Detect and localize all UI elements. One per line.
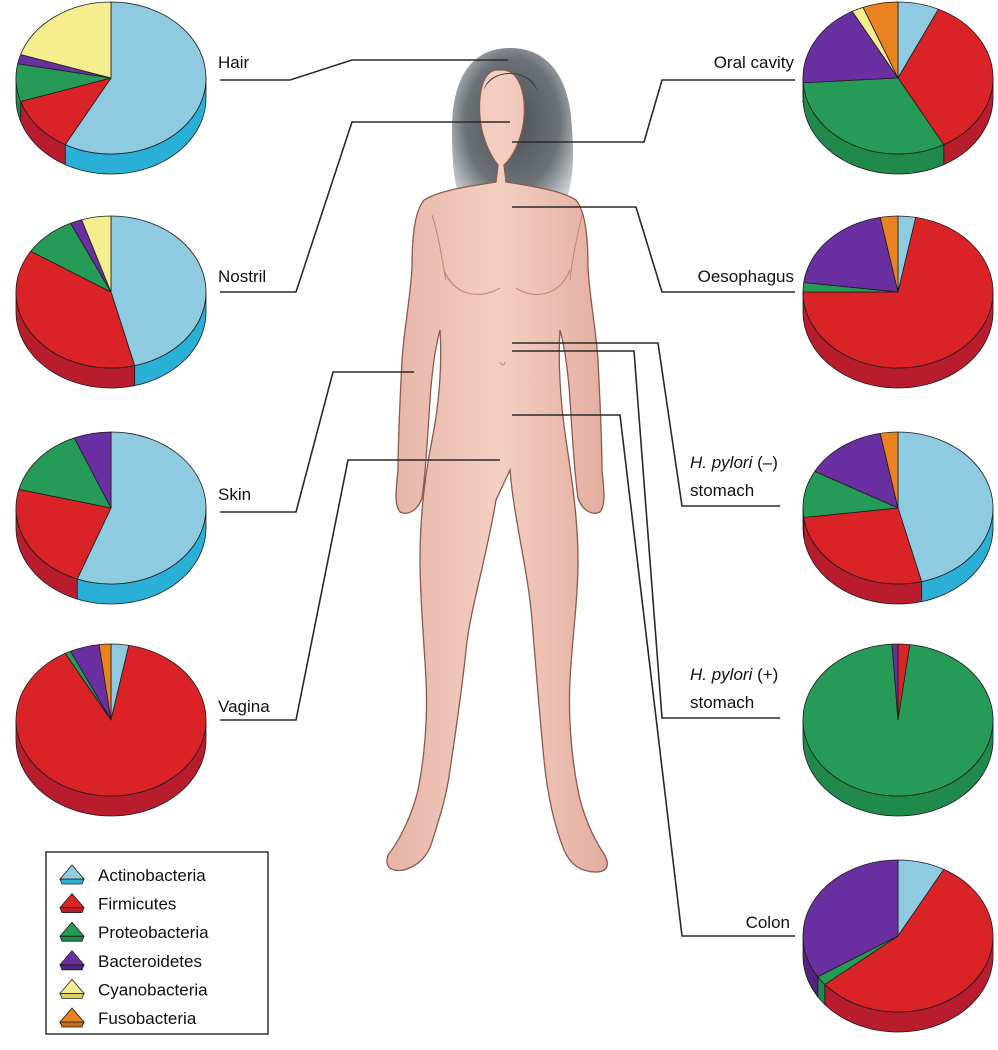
pie-slice-firmicutes (15, 488, 112, 580)
pie-slice-actinobacteria (64, 1, 207, 155)
leader-oral-cavity (512, 79, 795, 143)
pie-slice-fusobacteria (879, 431, 899, 509)
pie-slice-actinobacteria (76, 431, 207, 585)
label-hp-pos-stomach: stomach (690, 693, 754, 712)
label-hp-pos: H. pylori (+) (690, 665, 778, 684)
pie-slice-fusobacteria (862, 1, 899, 79)
leader-hair (220, 59, 508, 81)
pie-slice-bacteroidetes (814, 432, 899, 509)
label-hp-neg: H. pylori (–) (690, 453, 778, 472)
leader-vagina (220, 459, 500, 721)
legend-swatch-icon (59, 950, 85, 971)
pie-hp-pos-stomach (802, 643, 994, 817)
pie-slice-firmicutes (15, 644, 207, 797)
label-hp-pos-status: (+) (752, 665, 778, 684)
pie-slice-bacteroidetes (802, 11, 899, 84)
legend-swatch-icon (59, 1007, 85, 1028)
legend-label-fusobacteria: Fusobacteria (98, 1009, 197, 1028)
pie-slice-cyanobacteria (81, 215, 112, 293)
label-hp-neg-species: H. pylori (690, 453, 754, 472)
legend-items: Actinobacteria Firmicutes Proteobacteria Ba… (59, 864, 209, 1028)
pie-hair (15, 1, 207, 175)
legend-swatch-icon (59, 892, 85, 913)
label-hp-neg-stomach: stomach (690, 481, 754, 500)
pie-skin (15, 431, 207, 605)
pie-slice-proteobacteria (18, 437, 112, 509)
human-figure (386, 48, 608, 873)
pie-slice-firmicutes (897, 8, 994, 145)
pie-slice-actinobacteria (897, 431, 994, 583)
pie-charts (15, 1, 994, 1033)
label-skin: Skin (218, 485, 251, 504)
pie-slice-actinobacteria (110, 215, 207, 367)
legend-label-firmicutes: Firmicutes (98, 895, 176, 914)
label-hair: Hair (218, 53, 250, 72)
pie-slice-firmicutes (802, 216, 994, 369)
legend-label-cyanobacteria: Cyanobacteria (98, 980, 208, 999)
pie-colon (802, 859, 994, 1033)
pie-slice-bacteroidetes (802, 859, 899, 978)
pie-slice-fusobacteria (98, 643, 112, 721)
pie-nostril (15, 215, 207, 389)
site-labels: Hair Nostril Skin Vagina Oral cavity Oes… (218, 53, 794, 932)
pie-slice-fusobacteria (879, 215, 899, 293)
legend-label-actinobacteria: Actinobacteria (98, 866, 206, 885)
pie-slice-cyanobacteria (20, 1, 112, 79)
pie-slice-firmicutes (824, 869, 994, 1013)
legend-label-proteobacteria: Proteobacteria (98, 923, 209, 942)
legend-swatch-icon (59, 864, 85, 885)
pie-slice-firmicutes (15, 250, 136, 369)
body-contour-lines (431, 214, 583, 366)
leader-colon (512, 414, 795, 937)
leader-hp-pos-stomach (512, 350, 780, 719)
leader-lines (220, 59, 795, 937)
pie-slice-firmicutes (803, 507, 923, 585)
label-oesophagus: Oesophagus (698, 267, 794, 286)
label-hp-pos-species: H. pylori (690, 665, 754, 684)
pie-slice-proteobacteria (802, 77, 945, 155)
leader-oesophagus (512, 206, 795, 293)
body-silhouette (386, 69, 608, 873)
leader-skin (220, 371, 414, 513)
label-nostril: Nostril (218, 267, 266, 286)
leader-nostril (220, 121, 510, 293)
pie-vagina (15, 643, 207, 817)
pie-hp-neg-stomach (802, 431, 994, 605)
pie-slice-firmicutes (20, 77, 112, 145)
legend-swatch-icon (59, 978, 85, 999)
pie-slice-bacteroidetes (803, 216, 899, 293)
legend-swatch-icon (59, 921, 85, 942)
pie-slice-bacteroidetes (73, 431, 112, 509)
label-hp-neg-status: (–) (752, 453, 778, 472)
pie-oesophagus (802, 215, 994, 389)
pie-slice-bacteroidetes (891, 643, 899, 721)
pie-oral-cavity (802, 1, 994, 175)
label-colon: Colon (746, 913, 790, 932)
legend-label-bacteroidetes: Bacteroidetes (98, 952, 202, 971)
legend: Actinobacteria Firmicutes Proteobacteria Ba… (45, 851, 269, 1035)
label-vagina: Vagina (218, 697, 270, 716)
leader-hp-neg-stomach (512, 342, 780, 507)
label-oral-cavity: Oral cavity (714, 53, 795, 72)
